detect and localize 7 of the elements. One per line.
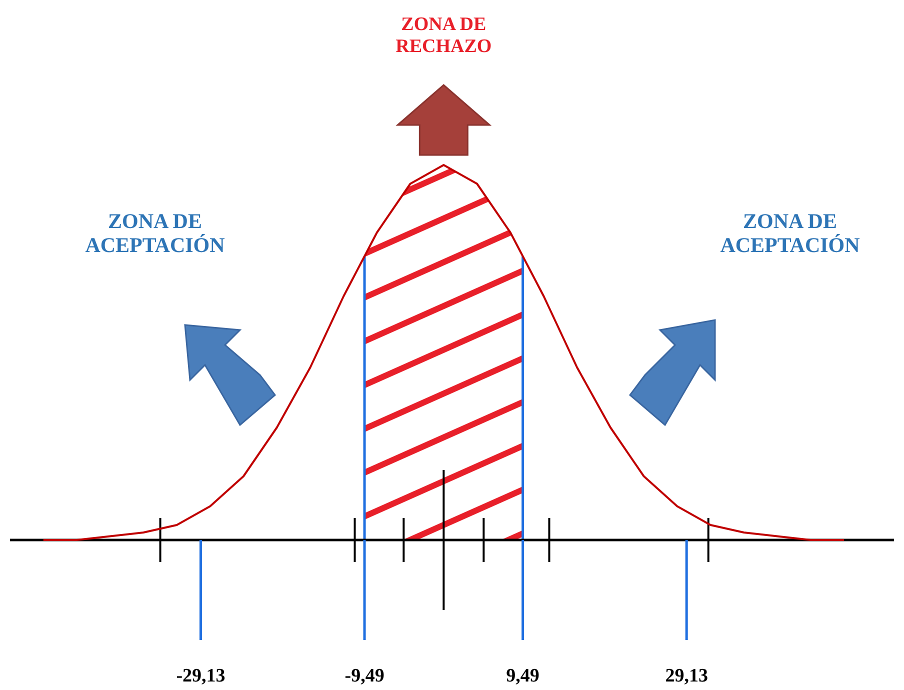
text: ZONA DE RECHAZO bbox=[396, 14, 492, 57]
x-tick-label: 9,49 bbox=[506, 665, 540, 686]
x-tick-label: 29,13 bbox=[665, 665, 708, 686]
x-tick-label: -29,13 bbox=[176, 665, 226, 686]
annotation: ZONA DE ACEPTACIÓN bbox=[720, 209, 860, 258]
annotation: ZONA DE ACEPTACIÓN bbox=[85, 209, 225, 258]
x-tick-label: -9,49 bbox=[344, 665, 384, 686]
